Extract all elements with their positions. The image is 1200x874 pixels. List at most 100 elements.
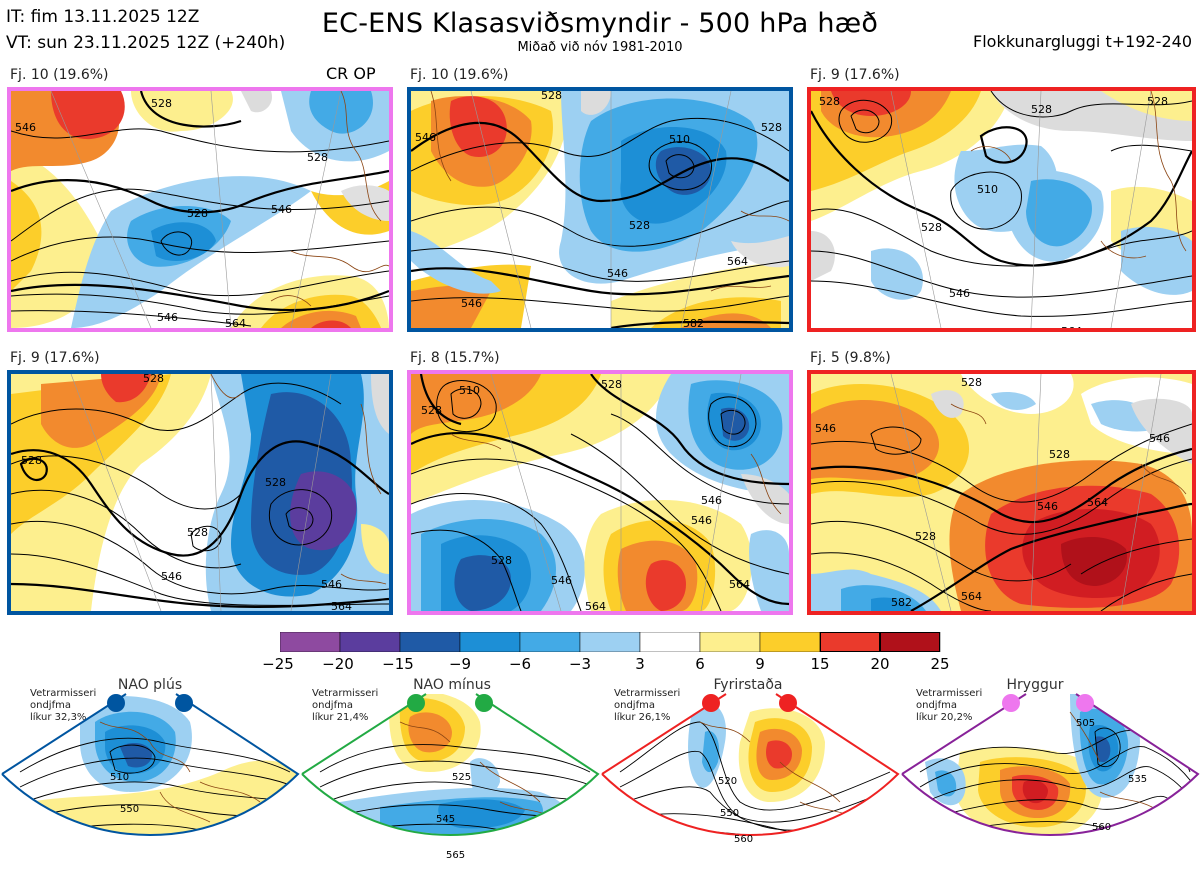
contour-label: 564 bbox=[961, 590, 982, 603]
panel-label-6: Fj. 5 (9.8%) bbox=[810, 350, 891, 366]
regime-marker bbox=[1002, 694, 1020, 712]
contour-label: 528 bbox=[915, 530, 936, 543]
contour-label: 505 bbox=[1076, 718, 1095, 729]
regime-info-blocking: Vetrarmisseri ondjfma líkur 26,1% bbox=[614, 688, 681, 723]
contour-label: 528 bbox=[307, 151, 328, 164]
panel-label-4: Fj. 9 (17.6%) bbox=[10, 350, 100, 366]
contour-label: 546 bbox=[1149, 432, 1170, 445]
contour-label: 528 bbox=[541, 91, 562, 102]
colorbar-tick: −20 bbox=[322, 655, 354, 673]
regime-title-ridge: Hryggur bbox=[1006, 677, 1064, 693]
colorbar-tick: 15 bbox=[810, 655, 830, 673]
contour-label: 565 bbox=[446, 850, 465, 861]
regime-map-nao-plus: 510 550 bbox=[0, 692, 300, 870]
colorbar-tick: 9 bbox=[755, 655, 765, 673]
contour-label: 564 bbox=[729, 578, 750, 591]
colorbar-tick: 25 bbox=[930, 655, 950, 673]
contour-label: 564 bbox=[727, 255, 748, 268]
contour-label: 564 bbox=[225, 317, 246, 328]
contour-label: 546 bbox=[949, 287, 970, 300]
contour-label: 528 bbox=[421, 404, 442, 417]
contour-label: 528 bbox=[819, 95, 840, 108]
regime-info-nao-minus: Vetrarmisseri ondjfma líkur 21,4% bbox=[312, 688, 379, 723]
page-title: EC-ENS Klasasviðsmyndir - 500 hPa hæð bbox=[321, 8, 879, 39]
contour-label: 560 bbox=[1092, 822, 1111, 833]
contour-label: 528 bbox=[151, 97, 172, 110]
contour-label: 546 bbox=[415, 131, 436, 144]
contour-label: 564 bbox=[1061, 325, 1082, 328]
contour-label: 550 bbox=[720, 808, 739, 819]
colorbar-tick: 3 bbox=[635, 655, 645, 673]
colorbar-tick: −9 bbox=[448, 655, 472, 673]
contour-label: 546 bbox=[691, 514, 712, 527]
classification-window: Flokkunargluggi t+192-240 bbox=[973, 32, 1192, 51]
contour-label: 528 bbox=[1031, 103, 1052, 116]
contour-label: 528 bbox=[629, 219, 650, 232]
contour-label: 535 bbox=[1128, 774, 1147, 785]
contour-label: 564 bbox=[585, 600, 606, 611]
colorbar-tick: −25 bbox=[262, 655, 294, 673]
colorbar-top-bin bbox=[880, 632, 940, 652]
regime-marker bbox=[1076, 694, 1094, 712]
regime-marker bbox=[475, 694, 493, 712]
cluster-map-3: 528 510 528 546 564 528 528 bbox=[807, 87, 1196, 332]
colorbar-tick: −3 bbox=[568, 655, 592, 673]
contour-label: 546 bbox=[15, 121, 36, 134]
contour-label: 510 bbox=[459, 384, 480, 397]
page-subtitle: Miðað við nóv 1981-2010 bbox=[517, 40, 683, 55]
regime-map-blocking: 520 550 560 bbox=[600, 692, 900, 870]
colorbar-tick: 6 bbox=[695, 655, 705, 673]
contour-label: 528 bbox=[601, 378, 622, 391]
contour-label: 582 bbox=[683, 317, 704, 328]
contour-label: 528 bbox=[761, 121, 782, 134]
contour-label: 546 bbox=[815, 422, 836, 435]
contour-label: 510 bbox=[110, 772, 129, 783]
cluster-map-5: 528 510 528 528 546 546 564 564 546 bbox=[407, 370, 793, 615]
contour-label: 546 bbox=[157, 311, 178, 324]
contour-label: 546 bbox=[1037, 500, 1058, 513]
contour-label: 546 bbox=[321, 578, 342, 591]
panel-label-2: Fj. 10 (19.6%) bbox=[410, 67, 509, 83]
contour-label: 546 bbox=[701, 494, 722, 507]
contour-label: 528 bbox=[187, 207, 208, 220]
valid-time: VT: sun 23.11.2025 12Z (+240h) bbox=[6, 33, 286, 53]
contour-label: 582 bbox=[891, 596, 912, 609]
cluster-map-2: 546 528 510 528 546 564 546 582 528 bbox=[407, 87, 793, 332]
regime-marker bbox=[407, 694, 425, 712]
contour-label: 560 bbox=[734, 834, 753, 845]
contour-label: 546 bbox=[551, 574, 572, 587]
colorbar-tick: 20 bbox=[870, 655, 890, 673]
regime-title-nao-plus: NAO plús bbox=[117, 677, 183, 693]
initial-time: IT: fim 13.11.2025 12Z bbox=[6, 7, 200, 27]
contour-label: 528 bbox=[1147, 95, 1168, 108]
contour-label: 528 bbox=[961, 376, 982, 389]
colorbar-tick: −15 bbox=[382, 655, 414, 673]
contour-label: 528 bbox=[265, 476, 286, 489]
regime-info-nao-plus: Vetrarmisseri ondjfma líkur 32,3% bbox=[30, 688, 97, 723]
contour-label: 545 bbox=[436, 814, 455, 825]
contour-label: 546 bbox=[161, 570, 182, 583]
panel-label-1: Fj. 10 (19.6%) bbox=[10, 67, 109, 83]
regime-map-nao-minus: 525 545 565 bbox=[300, 692, 600, 870]
regime-marker bbox=[779, 694, 797, 712]
regime-marker bbox=[702, 694, 720, 712]
contour-label: 564 bbox=[331, 600, 352, 611]
panel-label-3: Fj. 9 (17.6%) bbox=[810, 67, 900, 83]
cluster-map-1: 546 528 546 528 546 528 564 bbox=[7, 87, 393, 332]
regime-title-nao-minus: NAO mínus bbox=[413, 677, 491, 693]
regime-info-ridge: Vetrarmisseri ondjfma líkur 20,2% bbox=[916, 688, 983, 723]
colorbar-tick: −6 bbox=[508, 655, 532, 673]
contour-label: 528 bbox=[187, 526, 208, 539]
regime-map-ridge: 505 535 560 bbox=[900, 692, 1200, 870]
contour-label: 550 bbox=[120, 804, 139, 815]
cluster-map-6: 528 546 528 528 546 564 582 564 546 bbox=[807, 370, 1196, 615]
contour-label: 528 bbox=[491, 554, 512, 567]
contour-label: 546 bbox=[607, 267, 628, 280]
control-operational-label: CR OP bbox=[326, 64, 376, 83]
contour-label: 528 bbox=[143, 374, 164, 385]
regime-marker bbox=[107, 694, 125, 712]
contour-label: 510 bbox=[977, 183, 998, 196]
contour-label: 564 bbox=[1087, 496, 1108, 509]
regime-marker bbox=[175, 694, 193, 712]
contour-label: 528 bbox=[21, 454, 42, 467]
